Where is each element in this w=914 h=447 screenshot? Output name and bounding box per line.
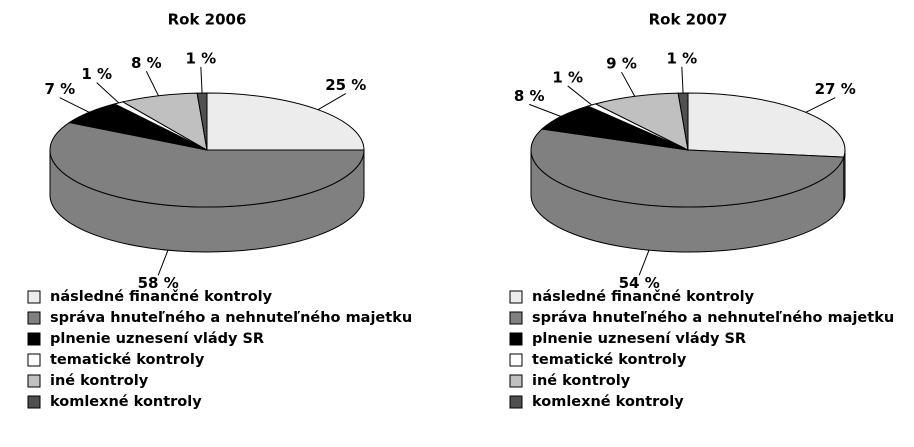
pie-slice (206, 92, 365, 151)
pie-slice (677, 92, 689, 151)
chart-title: Rok 2007 (649, 11, 728, 29)
legend-label: tematické kontroly (50, 352, 205, 368)
leader-line (96, 82, 120, 104)
data-label: 54 % (619, 274, 660, 292)
legend-label: následné finančné kontroly (50, 289, 273, 305)
pie-slice (49, 122, 365, 208)
data-label: 27 % (815, 80, 856, 98)
legend-label: tematické kontroly (532, 352, 687, 368)
legend-swatch (27, 311, 41, 325)
leader-line (145, 71, 159, 97)
data-label: 8 % (131, 54, 162, 72)
pie-slice (530, 128, 845, 208)
legend-swatch (27, 290, 41, 304)
legend-swatch (509, 395, 523, 409)
leader-line (567, 85, 593, 106)
legend-label: plnenie uznesení vlády SR (532, 331, 746, 347)
data-label: 9 % (606, 55, 637, 73)
leader-line (805, 97, 836, 113)
legend-swatch (509, 353, 523, 367)
legend-label: následné finančné kontroly (532, 289, 755, 305)
legend-swatch (27, 395, 41, 409)
legend-label: iné kontroly (50, 373, 149, 389)
legend-swatch (27, 374, 41, 388)
legend-swatch (509, 374, 523, 388)
leader-line (638, 250, 650, 276)
data-label: 1 % (81, 65, 112, 83)
data-label: 1 % (185, 49, 216, 67)
legend-swatch (509, 290, 523, 304)
leader-line (529, 103, 562, 117)
data-label: 58 % (138, 274, 179, 292)
pie-slice (594, 92, 689, 151)
legend-label: iné kontroly (532, 373, 631, 389)
data-label: 1 % (666, 49, 697, 67)
legend-swatch (27, 332, 41, 346)
data-label: 7 % (44, 80, 75, 98)
legend-label: plnenie uznesení vlády SR (50, 331, 264, 347)
legend-label: komlexné kontroly (50, 394, 202, 410)
chart-title: Rok 2006 (168, 11, 247, 29)
data-label: 8 % (514, 87, 545, 105)
leader-line (59, 97, 90, 113)
legend-label: správa hnuteľného a nehnuteľného majetku (50, 310, 412, 326)
leader-line (317, 93, 347, 111)
legend-swatch (27, 353, 41, 367)
leader-line (157, 250, 169, 276)
legend-label: správa hnuteľného a nehnuteľného majetku (532, 310, 894, 326)
pie-slice (687, 92, 846, 158)
data-label: 1 % (552, 68, 583, 86)
data-label: 25 % (325, 76, 366, 94)
pie-slice (196, 92, 208, 151)
leader-line (681, 66, 684, 94)
legend-swatch (509, 311, 523, 325)
legend-swatch (509, 332, 523, 346)
leader-line (200, 66, 203, 94)
leader-line (621, 71, 636, 97)
legend-label: komlexné kontroly (532, 394, 684, 410)
